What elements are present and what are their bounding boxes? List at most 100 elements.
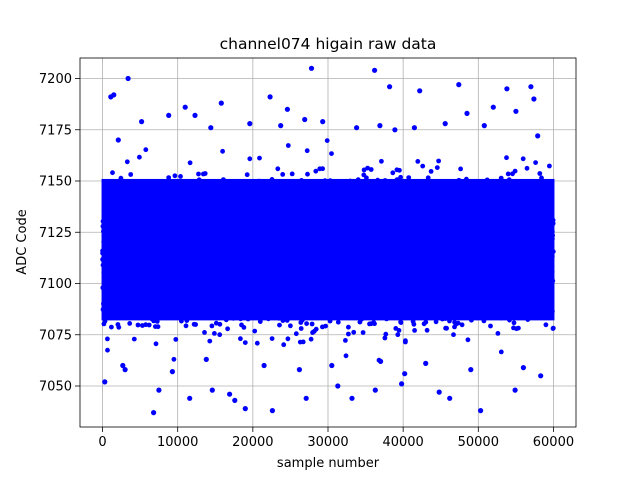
data-point xyxy=(352,284,358,290)
data-point xyxy=(470,188,476,194)
data-point xyxy=(108,266,113,272)
data-point xyxy=(296,239,302,244)
data-point xyxy=(284,318,290,323)
data-point xyxy=(369,279,375,285)
data-point xyxy=(276,309,282,314)
data-point xyxy=(117,228,122,234)
outlier-point xyxy=(378,358,384,364)
data-point xyxy=(184,287,190,293)
data-point xyxy=(134,202,140,208)
data-point xyxy=(105,195,111,200)
data-point xyxy=(416,288,421,294)
data-point xyxy=(161,234,167,240)
data-point xyxy=(518,230,523,236)
data-point xyxy=(324,314,330,320)
data-point xyxy=(473,182,479,188)
data-point xyxy=(428,208,434,214)
data-point xyxy=(496,202,501,208)
data-point xyxy=(197,233,203,239)
data-point xyxy=(194,224,199,230)
data-point xyxy=(221,177,226,183)
data-point xyxy=(491,265,497,271)
data-point xyxy=(378,236,384,241)
data-point xyxy=(359,316,364,322)
data-point xyxy=(281,188,287,194)
data-point xyxy=(520,246,526,252)
data-point xyxy=(269,236,275,241)
data-point xyxy=(140,231,146,236)
outlier-point xyxy=(392,127,398,133)
data-point xyxy=(242,271,248,277)
data-point xyxy=(300,217,306,223)
data-point xyxy=(404,191,409,196)
data-point xyxy=(292,235,298,241)
data-point xyxy=(477,187,482,192)
data-point xyxy=(150,224,156,230)
data-point xyxy=(285,246,290,252)
data-point xyxy=(232,273,238,278)
data-point xyxy=(477,304,483,309)
data-point xyxy=(510,201,515,207)
data-point xyxy=(260,306,265,312)
data-point xyxy=(246,197,252,203)
data-point xyxy=(176,223,182,229)
data-point xyxy=(413,313,419,318)
data-point xyxy=(432,207,438,213)
data-point xyxy=(260,276,265,281)
data-point xyxy=(114,279,120,285)
data-point xyxy=(143,322,149,328)
data-point xyxy=(462,241,468,247)
data-point xyxy=(280,182,286,188)
data-point xyxy=(245,207,251,213)
data-point xyxy=(200,217,205,223)
data-point xyxy=(481,302,487,308)
data-point xyxy=(367,241,373,247)
data-point xyxy=(192,276,198,282)
data-point xyxy=(236,232,242,237)
data-point xyxy=(365,165,370,171)
data-point xyxy=(142,256,148,261)
data-point xyxy=(349,295,355,301)
data-point xyxy=(313,190,318,196)
outlier-point xyxy=(156,387,162,393)
data-point xyxy=(143,220,149,225)
data-point xyxy=(526,280,532,286)
data-point xyxy=(146,209,152,215)
data-point xyxy=(126,225,132,231)
data-point xyxy=(411,253,417,259)
outlier-point xyxy=(464,110,470,116)
data-point xyxy=(496,250,502,255)
data-point xyxy=(357,210,362,216)
data-point xyxy=(326,299,332,304)
data-point xyxy=(526,206,532,212)
data-point xyxy=(345,261,351,266)
data-point xyxy=(151,219,157,225)
data-point xyxy=(361,223,366,229)
data-point xyxy=(429,295,434,300)
data-point xyxy=(152,186,158,191)
data-point xyxy=(480,257,486,263)
data-point xyxy=(547,163,552,169)
data-point xyxy=(435,247,440,253)
data-point xyxy=(347,178,353,184)
data-point xyxy=(166,175,172,181)
data-point xyxy=(520,156,526,162)
data-point xyxy=(192,214,198,220)
data-point xyxy=(448,223,453,229)
data-point xyxy=(243,281,249,287)
data-point xyxy=(379,200,384,206)
data-point xyxy=(268,188,274,194)
data-point xyxy=(180,267,185,273)
data-point xyxy=(491,197,497,203)
data-point xyxy=(186,279,192,285)
data-point xyxy=(228,225,234,231)
data-point xyxy=(548,226,553,232)
data-point xyxy=(488,323,493,329)
outlier-point xyxy=(504,86,510,92)
data-point xyxy=(415,249,421,254)
data-point xyxy=(468,211,474,217)
data-point xyxy=(242,182,247,187)
data-point xyxy=(459,305,465,310)
data-point xyxy=(455,320,461,326)
data-point xyxy=(511,235,517,241)
